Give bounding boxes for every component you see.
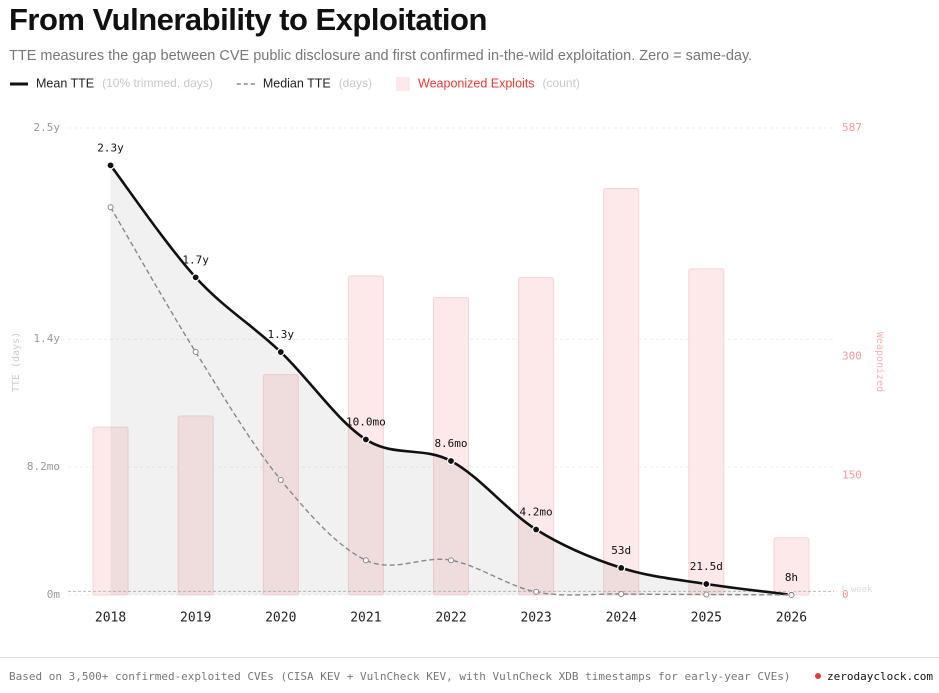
point xyxy=(106,161,115,170)
bar xyxy=(433,296,469,596)
source: zerodayclock.com xyxy=(815,670,933,683)
point xyxy=(192,349,199,356)
line xyxy=(109,206,792,596)
x-tick-label: 2025 xyxy=(691,611,722,626)
chart-title: From Vulnerability to Exploitation xyxy=(9,2,487,37)
legend-label: Mean TTE xyxy=(36,76,94,90)
bar xyxy=(262,374,299,596)
legend-note: (count) xyxy=(543,76,580,90)
bar xyxy=(603,187,640,596)
bar xyxy=(92,426,129,596)
footnote: Based on 3,500+ confirmed-exploited CVEs… xyxy=(9,670,791,683)
y-tick-label: 1.4y xyxy=(34,332,61,345)
y2-tick-label: 587 xyxy=(842,121,862,134)
point xyxy=(703,591,710,598)
point xyxy=(277,476,284,483)
point xyxy=(361,435,370,444)
y-tick-label: 8.2mo xyxy=(27,460,60,473)
legend-note: (days) xyxy=(339,76,372,90)
point xyxy=(617,563,626,572)
legend-note: (10% trimmed, days) xyxy=(102,76,213,90)
reference-label: 1 week xyxy=(840,585,873,595)
y-axis-label: TTE (days) xyxy=(11,332,22,392)
point xyxy=(702,579,711,589)
point xyxy=(276,347,285,357)
value-label: 4.2mo xyxy=(520,506,553,519)
value-label: 1.7y xyxy=(182,253,209,266)
point xyxy=(532,525,541,534)
value-label: 2.3y xyxy=(97,141,124,154)
x-tick-label: 2023 xyxy=(520,611,551,626)
bar xyxy=(518,277,555,596)
x-tick-label: 2019 xyxy=(180,611,211,626)
bar xyxy=(773,537,810,596)
point xyxy=(533,588,540,595)
y2-tick-label: 0 xyxy=(842,588,849,601)
x-tick-label: 2018 xyxy=(95,611,126,626)
point xyxy=(191,273,200,282)
y2-tick-label: 300 xyxy=(842,349,862,362)
footer-rule xyxy=(0,657,939,658)
value-label: 53d xyxy=(611,544,631,557)
legend-label: Median TTE xyxy=(263,76,331,90)
point xyxy=(107,204,114,211)
x-tick-label: 2026 xyxy=(776,611,807,626)
mean-area xyxy=(110,165,792,595)
x-tick-label: 2022 xyxy=(435,611,466,626)
value-label: 8h xyxy=(785,571,798,584)
y2-tick-label: 150 xyxy=(842,469,862,482)
point xyxy=(446,456,456,466)
line xyxy=(109,164,792,597)
point xyxy=(618,590,625,597)
y-tick-label: 0m xyxy=(47,588,61,601)
x-tick-label: 2024 xyxy=(606,611,637,626)
legend-label: Weaponized Exploits xyxy=(418,76,535,90)
x-tick-label: 2020 xyxy=(265,611,296,626)
bar xyxy=(177,415,214,596)
point xyxy=(788,591,795,598)
chart: Mean TTE (10% trimmed, days) Median TTE (da… xyxy=(10,76,885,626)
value-label: 10.0mo xyxy=(346,416,386,429)
point xyxy=(362,557,369,564)
value-label: 8.6mo xyxy=(434,437,467,450)
x-tick-label: 2021 xyxy=(350,611,381,626)
point xyxy=(448,557,454,564)
legend-swatch xyxy=(396,77,411,91)
bar xyxy=(688,268,725,596)
y2-axis-label: Weaponized xyxy=(874,332,885,392)
y-tick-label: 2.5y xyxy=(34,121,61,134)
chart-subtitle: TTE measures the gap between CVE public … xyxy=(9,48,753,64)
value-label: 1.3y xyxy=(268,328,295,341)
value-label: 21.5d xyxy=(690,560,723,573)
